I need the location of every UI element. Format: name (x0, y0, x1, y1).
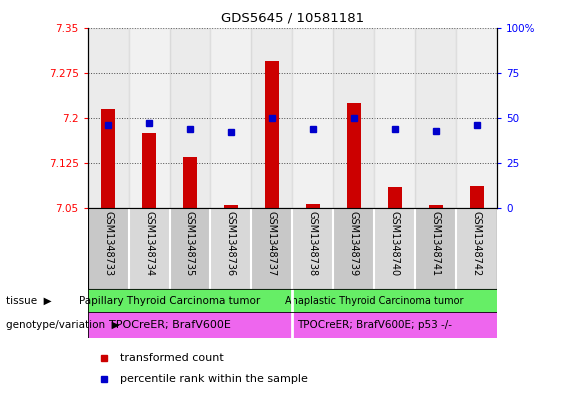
Bar (333, 208, 374, 289)
Bar (306, 204, 320, 208)
Bar (224, 205, 238, 208)
Bar (293, 208, 333, 289)
Bar (142, 133, 156, 208)
Bar (251, 208, 293, 289)
Bar (88, 28, 129, 208)
Bar (101, 109, 115, 208)
Bar (457, 28, 497, 208)
Bar (293, 312, 497, 338)
Bar (251, 28, 293, 208)
Bar (374, 28, 415, 208)
Bar (415, 28, 457, 208)
Text: GSM1348739: GSM1348739 (349, 211, 359, 276)
Text: GSM1348742: GSM1348742 (472, 211, 482, 276)
Bar (347, 103, 361, 208)
Bar (457, 208, 497, 289)
Text: GSM1348733: GSM1348733 (103, 211, 113, 276)
Bar (129, 208, 170, 289)
Text: transformed count: transformed count (120, 353, 224, 363)
Title: GDS5645 / 10581181: GDS5645 / 10581181 (221, 12, 364, 25)
Text: Papillary Thyroid Carcinoma tumor: Papillary Thyroid Carcinoma tumor (79, 296, 260, 306)
Bar (88, 289, 293, 312)
Text: GSM1348740: GSM1348740 (390, 211, 400, 276)
Bar (88, 208, 129, 289)
Bar (88, 312, 293, 338)
Bar (333, 28, 374, 208)
Text: GSM1348734: GSM1348734 (144, 211, 154, 276)
Bar (470, 186, 484, 208)
Bar (265, 61, 279, 208)
Bar (211, 208, 251, 289)
Text: GSM1348736: GSM1348736 (226, 211, 236, 276)
Bar (415, 208, 457, 289)
Text: GSM1348741: GSM1348741 (431, 211, 441, 276)
Bar (183, 157, 197, 208)
Bar (293, 28, 333, 208)
Text: Anaplastic Thyroid Carcinoma tumor: Anaplastic Thyroid Carcinoma tumor (285, 296, 463, 306)
Bar (293, 289, 497, 312)
Text: GSM1348737: GSM1348737 (267, 211, 277, 276)
Text: genotype/variation  ▶: genotype/variation ▶ (6, 320, 119, 330)
Text: percentile rank within the sample: percentile rank within the sample (120, 374, 308, 384)
Text: tissue  ▶: tissue ▶ (6, 296, 51, 306)
Bar (129, 28, 170, 208)
Text: GSM1348735: GSM1348735 (185, 211, 195, 276)
Text: GSM1348738: GSM1348738 (308, 211, 318, 276)
Bar (429, 205, 443, 208)
Bar (170, 28, 210, 208)
Bar (388, 187, 402, 208)
Bar (170, 208, 210, 289)
Text: TPOCreER; BrafV600E: TPOCreER; BrafV600E (108, 320, 231, 330)
Bar (374, 208, 415, 289)
Bar (211, 28, 251, 208)
Text: TPOCreER; BrafV600E; p53 -/-: TPOCreER; BrafV600E; p53 -/- (297, 320, 452, 330)
